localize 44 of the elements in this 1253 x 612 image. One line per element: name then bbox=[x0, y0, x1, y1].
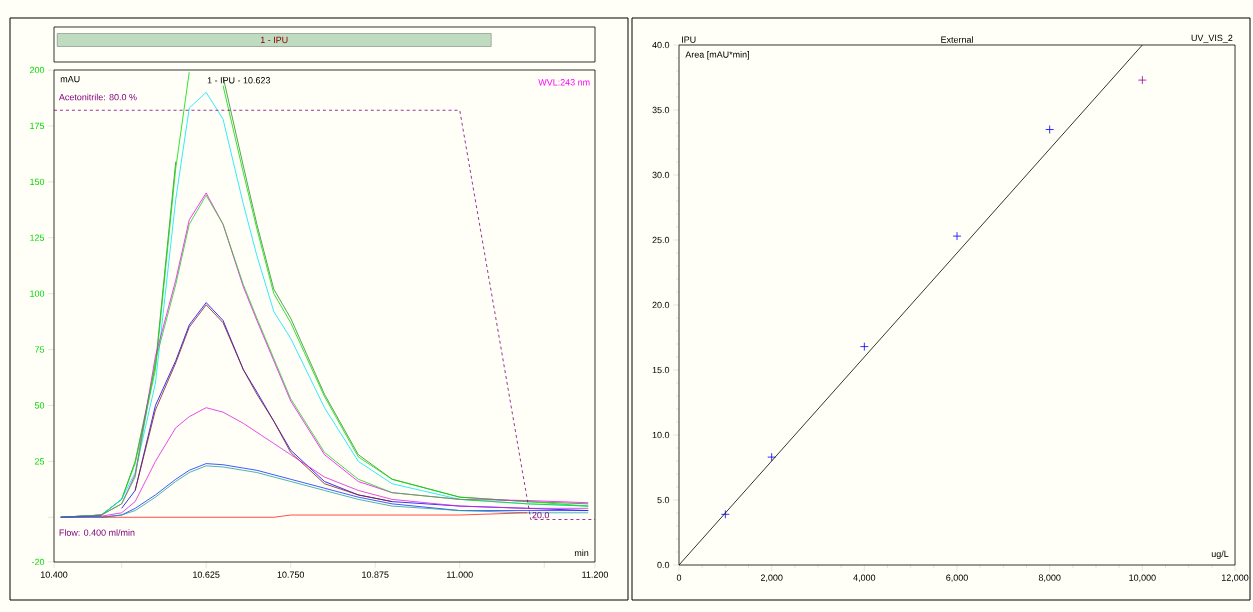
x-tick-label: 12,000 bbox=[1221, 574, 1249, 582]
y-tick-label: 35.0 bbox=[652, 106, 670, 114]
text: IPU bbox=[682, 36, 696, 43]
x-axis-title: ug/L bbox=[1211, 550, 1229, 559]
x-tick-label: 10.750 bbox=[277, 571, 305, 578]
y-tick-label: -20 bbox=[31, 558, 45, 566]
chart-title: 1 - IPU bbox=[260, 36, 288, 44]
x-tick-label: 10.875 bbox=[362, 571, 389, 578]
y-tick-label: 75 bbox=[34, 346, 45, 353]
x-tick-label: 11.000 bbox=[447, 571, 473, 578]
annotation: 20.0 bbox=[532, 511, 550, 519]
y-tick-label: 25 bbox=[34, 458, 45, 465]
y-tick-label: 125 bbox=[30, 234, 45, 241]
y-tick-label: 150 bbox=[30, 178, 45, 185]
y-axis-title: Area [mAU*min] bbox=[685, 51, 749, 60]
text: UV_VIS_2 bbox=[1191, 34, 1233, 43]
annotation: Flow: 0.400 ml/min bbox=[59, 529, 135, 536]
annotation: 1 - IPU - 10.623 bbox=[207, 77, 271, 84]
annotation: WVL:243 nm bbox=[538, 79, 590, 86]
y-tick-label: 25.0 bbox=[652, 236, 670, 244]
y-tick-label: 30.0 bbox=[652, 171, 670, 179]
x-tick-label: 0 bbox=[676, 574, 682, 581]
y-tick-label: 10.0 bbox=[652, 431, 670, 439]
y-tick-label: 20.0 bbox=[652, 301, 670, 309]
y-tick-label: 15.0 bbox=[652, 366, 670, 374]
x-tick-label: 4,000 bbox=[853, 574, 876, 582]
annotation: Acetonitrile: 80.0 % bbox=[58, 93, 137, 101]
x-tick-label: 10,000 bbox=[1129, 574, 1156, 582]
chart-title: External bbox=[941, 36, 973, 43]
y-tick-label: 40.0 bbox=[652, 41, 670, 49]
y-tick-label: 50 bbox=[34, 402, 45, 409]
x-axis-title: min bbox=[574, 549, 589, 557]
y-axis-title: mAU bbox=[60, 75, 80, 83]
y-tick-label: 100 bbox=[30, 290, 45, 297]
y-tick-label: 0.0 bbox=[657, 561, 670, 569]
y-tick-label: 5.0 bbox=[657, 496, 670, 504]
x-tick-label: 10.400 bbox=[40, 571, 68, 578]
x-tick-label: 11.200 bbox=[582, 571, 609, 578]
x-tick-label: 10.625 bbox=[193, 571, 220, 578]
y-tick-label: 175 bbox=[30, 122, 45, 130]
y-tick-label: 200 bbox=[30, 66, 45, 74]
x-tick-label: 8,000 bbox=[1038, 574, 1061, 582]
x-tick-label: 6,000 bbox=[946, 574, 968, 582]
x-tick-label: 2,000 bbox=[760, 574, 783, 582]
